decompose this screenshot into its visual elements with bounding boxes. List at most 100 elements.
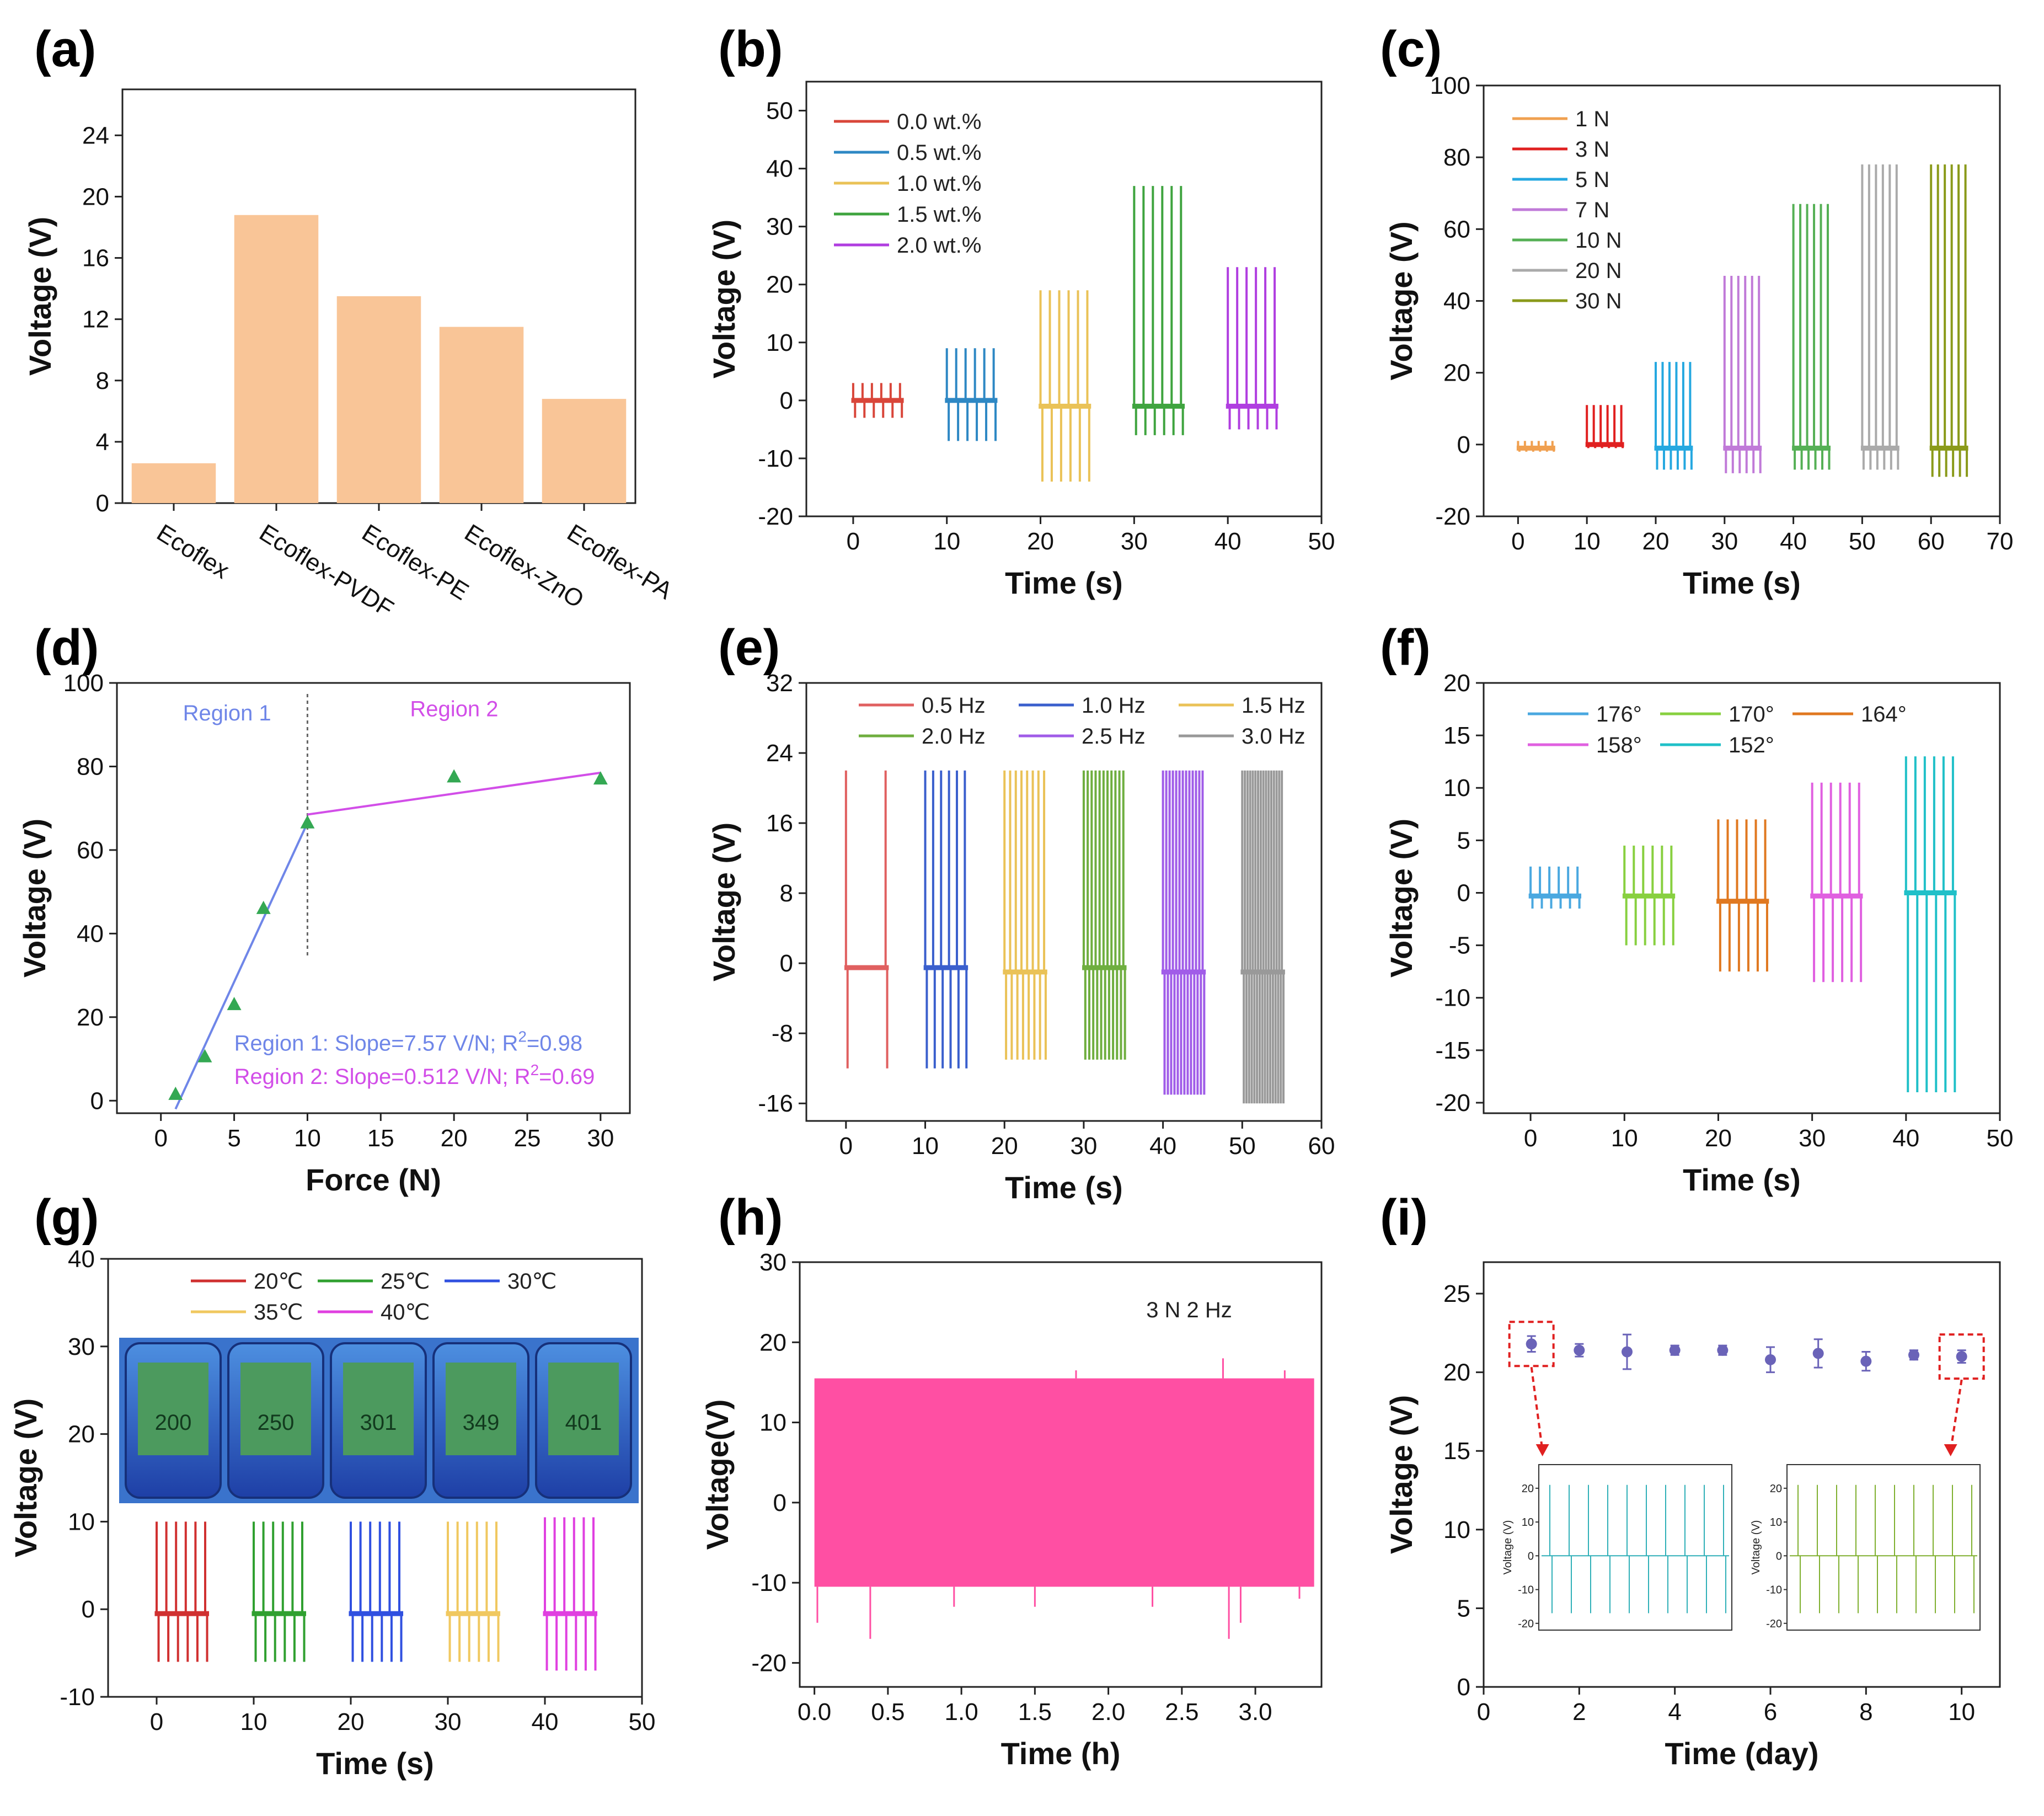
y-axis-title: Voltage (V) (707, 822, 741, 981)
legend-label: 1.0 wt.% (897, 172, 981, 196)
y-tick-label: 0 (1457, 431, 1470, 458)
x-tick-label: 60 (1308, 1133, 1335, 1160)
y-tick-label: -20 (751, 1649, 786, 1676)
series-20 N (1860, 164, 1899, 470)
bar (439, 327, 524, 503)
series-35℃ (446, 1521, 501, 1662)
inset-y-title: Voltage (V) (1750, 1520, 1762, 1575)
panel-e: (e) -16 -8 0 8 16 24 32 0 10 20 30 40 50 60 Time (s) Vol… (707, 619, 1335, 1205)
y-tick-label: 20 (1443, 1359, 1470, 1386)
series-1 N (1516, 441, 1555, 452)
callout-arrow (1949, 1379, 1963, 1451)
y-tick-label: 80 (1443, 144, 1470, 171)
series-176° (1528, 866, 1581, 909)
panel-label: (d) (34, 619, 99, 676)
x-tick-label: 50 (1308, 528, 1335, 555)
x-tick-label: 50 (1229, 1133, 1256, 1160)
inset-tick-label: 20 (1770, 1483, 1782, 1495)
y-tick-label: -16 (758, 1090, 793, 1117)
y-tick-label: 16 (82, 245, 109, 272)
x-tick-label: 20 (1027, 528, 1054, 555)
x-tick-label: 20 (338, 1708, 365, 1735)
series-7 N (1723, 275, 1762, 473)
inset-tick-label: -10 (1518, 1584, 1534, 1596)
y-tick-label: 0 (90, 1087, 104, 1114)
x-axis-title: Time (s) (1683, 1162, 1801, 1197)
fit-1-annotation: Region 1: Slope=7.57 V/N; R2=0.98 (234, 1028, 583, 1055)
x-tick-label: 0 (839, 1133, 853, 1160)
x-axis-title: Force (N) (306, 1162, 441, 1197)
y-tick-label: 24 (82, 122, 109, 149)
x-tick-label: 0.5 (871, 1699, 905, 1726)
x-category-label: Ecoflex (152, 519, 234, 584)
legend-label: 0.5 wt.% (897, 141, 981, 165)
series-1.5 Hz (1003, 770, 1047, 1060)
r2-value: =0.69 (539, 1065, 595, 1089)
legend-label: 164° (1861, 702, 1907, 727)
lcd-screen (548, 1363, 619, 1455)
x-tick-label: 0 (150, 1708, 163, 1735)
x-tick-label: 10 (1574, 528, 1601, 555)
series-10 N (1792, 204, 1831, 470)
series-25℃ (252, 1521, 307, 1662)
x-tick-label: 30 (1711, 528, 1738, 555)
series-0.0 wt.% (851, 383, 904, 418)
y-tick-label: 15 (1443, 1438, 1470, 1465)
lcd-screen (240, 1363, 311, 1455)
plot-frame (799, 1261, 1323, 1688)
y-tick-label: -10 (1435, 985, 1470, 1012)
y-tick-label: -8 (772, 1020, 793, 1047)
thermometer-photo: 200 250 301 349 401 (119, 1338, 639, 1503)
y-tick-label: -20 (758, 503, 793, 530)
superscript: 2 (531, 1061, 539, 1078)
r2-value: =0.98 (527, 1031, 582, 1055)
legend-label: 30℃ (507, 1269, 557, 1294)
data-point (1669, 1344, 1681, 1356)
series-1.0 wt.% (1039, 290, 1091, 482)
y-tick-label: 8 (780, 880, 793, 907)
y-tick-label: 100 (63, 670, 104, 697)
lcd-reading: 401 (565, 1411, 602, 1435)
y-tick-label: 100 (1430, 72, 1470, 99)
series-2.0 wt.% (1226, 267, 1278, 430)
inset-tick-label: 20 (1522, 1483, 1534, 1495)
legend-label: 40℃ (381, 1300, 430, 1324)
series-30℃ (349, 1521, 404, 1662)
y-tick-label: 24 (766, 740, 793, 767)
series-5 N (1654, 362, 1693, 470)
series-0.5 wt.% (945, 348, 998, 441)
x-axis-title: Time (s) (316, 1746, 434, 1781)
y-tick-label: 20 (766, 271, 793, 298)
legend-label: 170° (1729, 702, 1774, 727)
y-tick-label: 10 (68, 1508, 95, 1535)
legend-label: 3.0 Hz (1242, 724, 1305, 749)
panel-label: (e) (718, 619, 780, 676)
x-tick-label: 50 (1849, 528, 1876, 555)
callout-arrow (1530, 1367, 1544, 1451)
x-tick-label: 30 (1799, 1125, 1826, 1152)
x-tick-label: 15 (367, 1125, 394, 1152)
panel-label: (f) (1380, 619, 1431, 676)
y-tick-label: 5 (1457, 827, 1470, 854)
series-170° (1622, 845, 1676, 946)
legend-label: 25℃ (381, 1269, 430, 1294)
y-tick-label: 25 (1443, 1280, 1470, 1307)
superscript: 2 (518, 1028, 527, 1045)
y-tick-label: 20 (68, 1421, 95, 1448)
y-tick-label: -5 (1449, 932, 1470, 959)
legend-label: 2.0 Hz (922, 724, 986, 749)
inset-frame (1538, 1464, 1732, 1631)
data-point (1956, 1351, 1967, 1363)
y-tick-label: 10 (759, 1409, 786, 1436)
data-point (1622, 1346, 1633, 1358)
x-axis-title: Time (day) (1665, 1736, 1818, 1771)
x-tick-label: 20 (1705, 1125, 1732, 1152)
y-tick-label: 0 (1457, 879, 1470, 906)
x-axis-title: Time (s) (1683, 565, 1801, 600)
inset-tick-label: 10 (1770, 1516, 1782, 1529)
inset-tick-label: -20 (1766, 1618, 1782, 1630)
legend-label: 5 N (1575, 168, 1609, 192)
fit-line-region-1 (174, 822, 309, 1110)
